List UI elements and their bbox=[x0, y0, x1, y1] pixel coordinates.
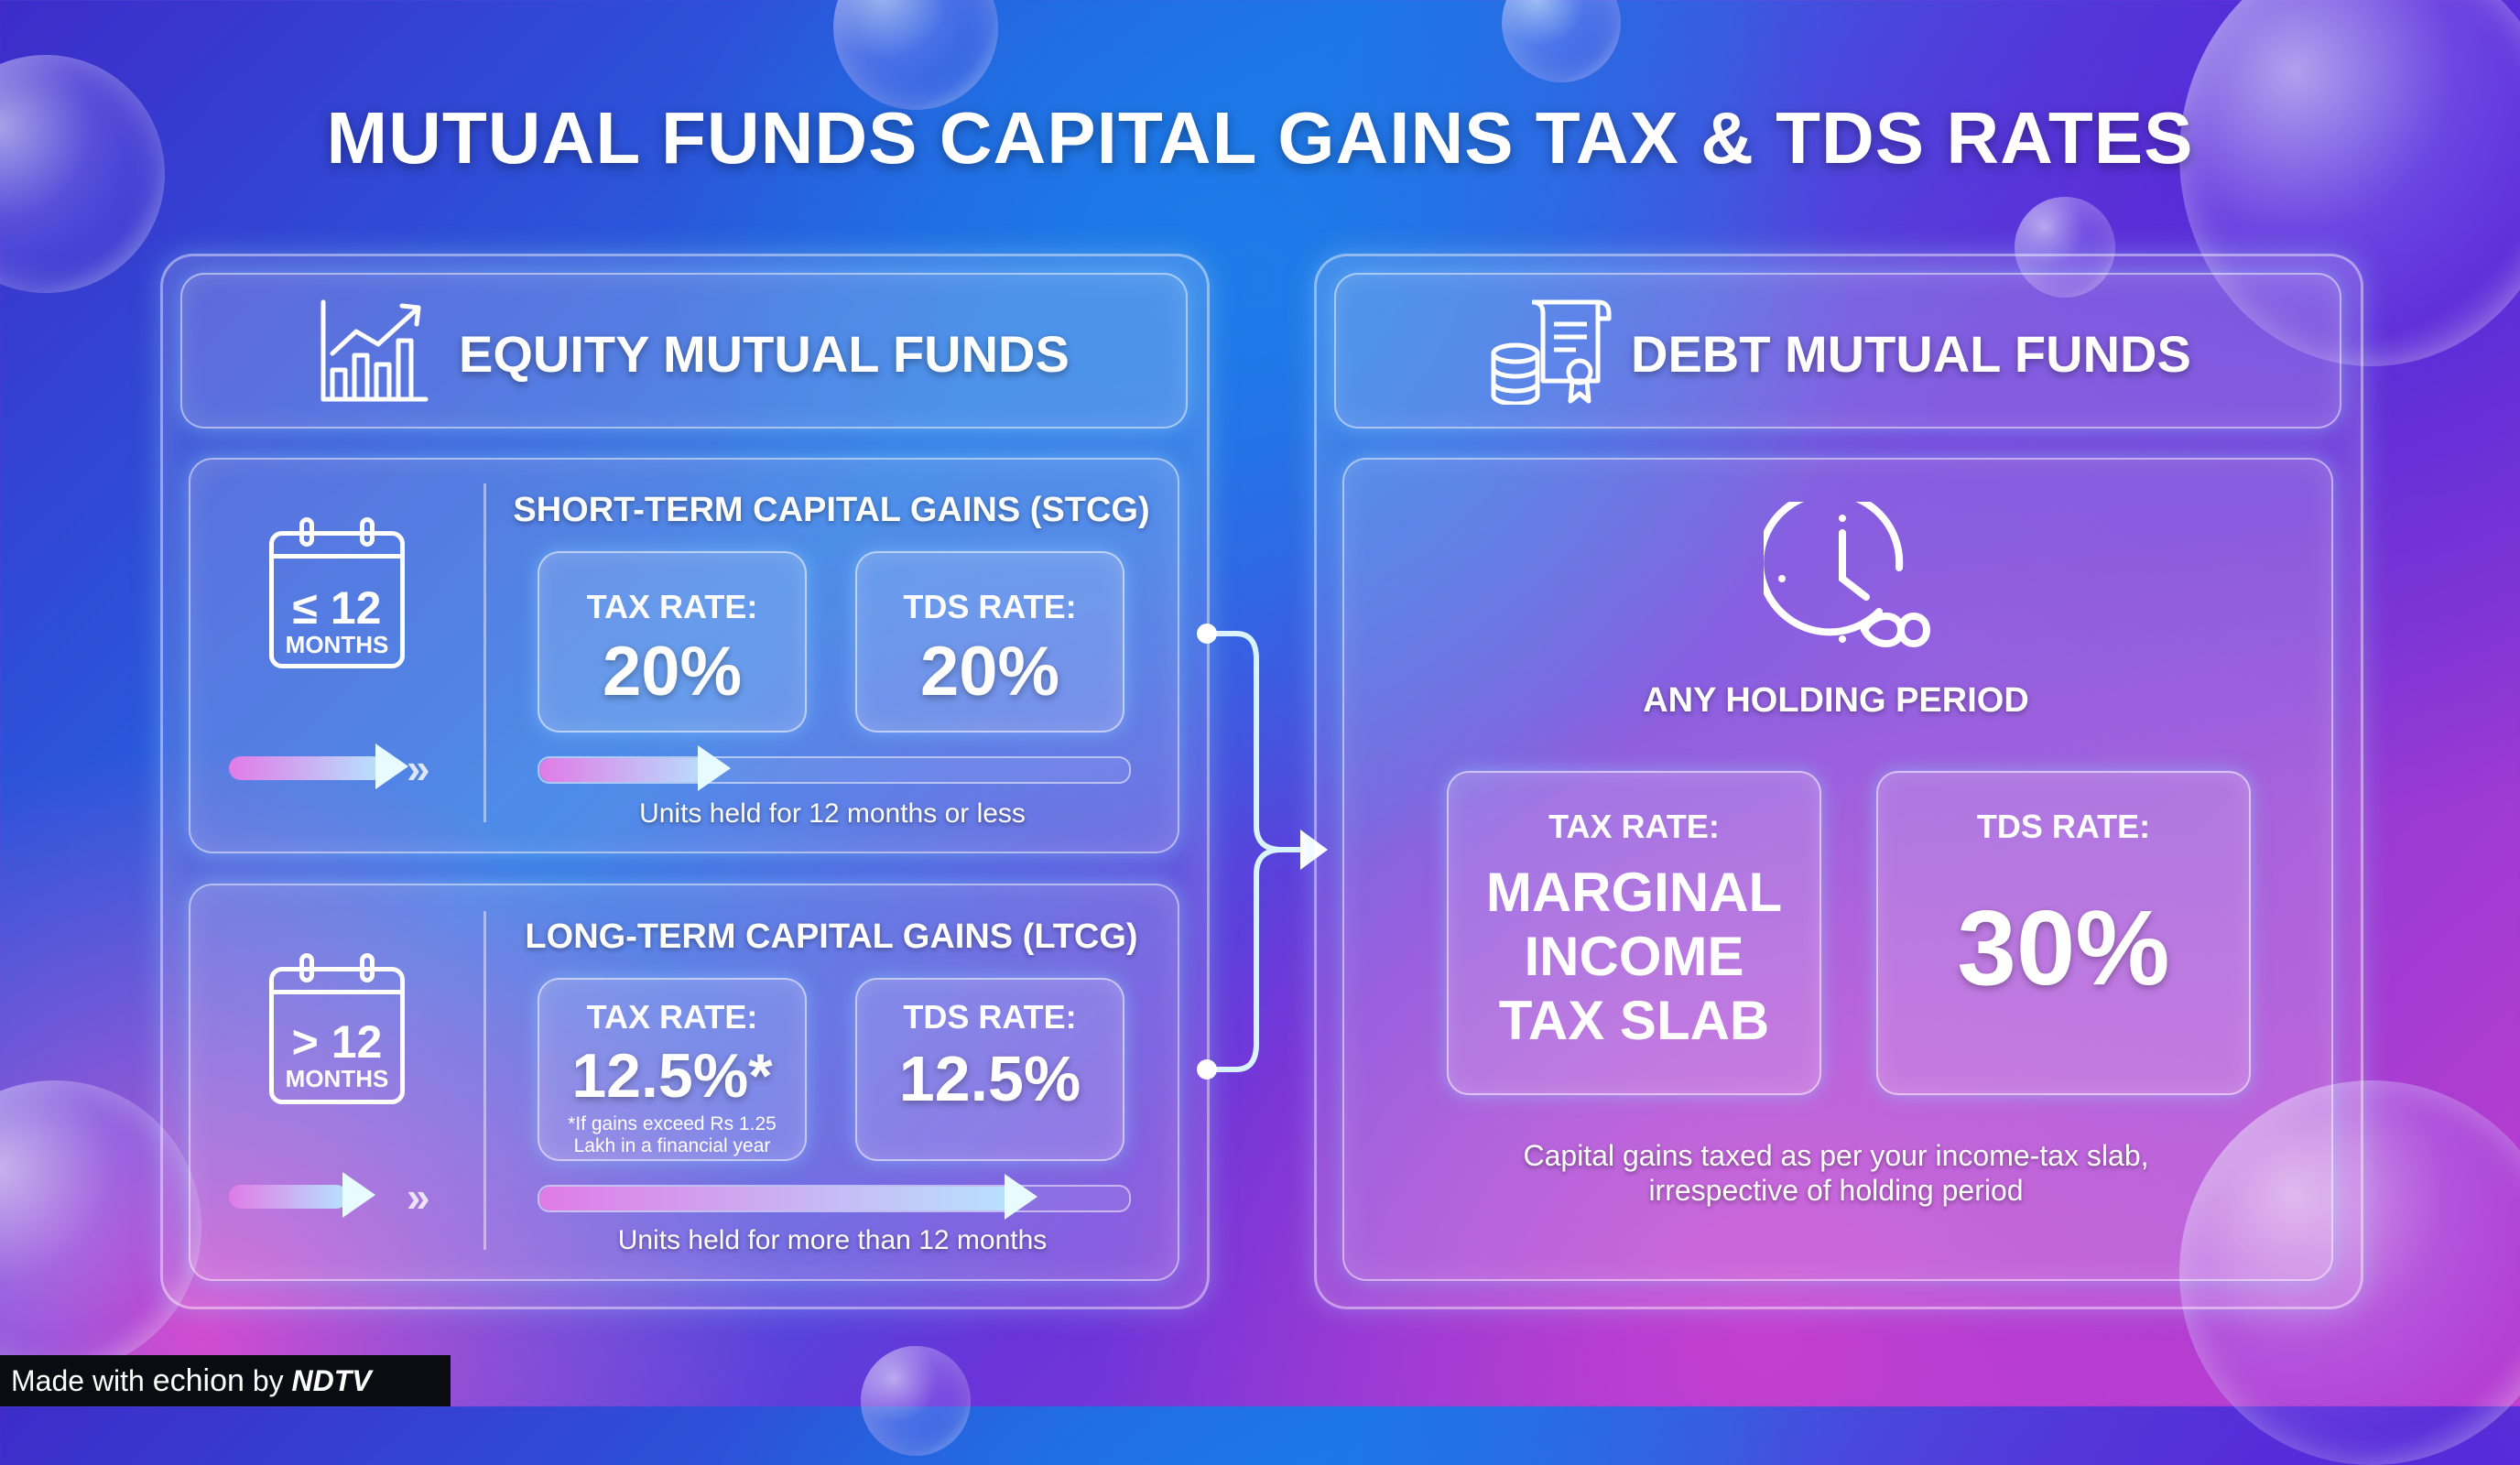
bubble-decoration bbox=[833, 0, 998, 110]
stcg-progress-fill bbox=[539, 758, 716, 782]
debt-card bbox=[1342, 458, 2333, 1281]
stcg-period-value: ≤ 12 bbox=[292, 582, 382, 634]
coins-document-icon bbox=[1491, 299, 1612, 405]
ltcg-progress-arrowhead bbox=[1005, 1174, 1037, 1220]
stcg-holding-progress bbox=[538, 745, 1131, 791]
ltcg-tds-label: TDS RATE: bbox=[903, 998, 1077, 1036]
ltcg-tax-footnote: Lakh in a financial year bbox=[573, 1135, 771, 1156]
debt-tds-label: TDS RATE: bbox=[1976, 808, 2151, 845]
stcg-tds-rate-box: TDS RATE: 20% bbox=[855, 551, 1124, 732]
stcg-tax-label: TAX RATE: bbox=[586, 588, 758, 625]
ltcg-tax-footnote: *If gains exceed Rs 1.25 bbox=[568, 1113, 777, 1134]
connector-arrow bbox=[1197, 624, 1328, 1080]
ltcg-tax-value: 12.5%* bbox=[571, 1041, 773, 1111]
ltcg-holding-progress bbox=[538, 1174, 1131, 1220]
bubble-decoration bbox=[2179, 0, 2520, 366]
ltcg-period-arrow bbox=[229, 1172, 403, 1218]
ltcg-period-unit: MONTHS bbox=[285, 1065, 389, 1092]
calendar-icon: ≤ 12 MONTHS bbox=[269, 517, 405, 668]
stcg-card bbox=[189, 458, 1179, 853]
bubble-decoration bbox=[2015, 197, 2115, 298]
debt-tax-rate-box: TAX RATE: MARGINAL INCOME TAX SLAB bbox=[1447, 771, 1821, 1095]
stcg-period-arrow bbox=[229, 743, 408, 789]
debt-tds-rate-box: TDS RATE: 30% bbox=[1876, 771, 2251, 1095]
stcg-note: Units held for 12 months or less bbox=[639, 798, 1026, 829]
equity-header-title: EQUITY MUTUAL FUNDS bbox=[459, 325, 1070, 383]
stcg-divider bbox=[483, 483, 486, 822]
clock-infinity-icon bbox=[1764, 502, 1931, 647]
stcg-title: SHORT-TERM CAPITAL GAINS (STCG) bbox=[513, 491, 1150, 529]
stcg-period-unit: MONTHS bbox=[285, 631, 389, 658]
made-with-label: Made with bbox=[11, 1364, 145, 1397]
stcg-tax-value: 20% bbox=[602, 633, 743, 711]
debt-note: irrespective of holding period bbox=[1648, 1174, 2024, 1207]
stcg-progress-arrowhead bbox=[698, 745, 731, 791]
debt-note: Capital gains taxed as per your income-t… bbox=[1523, 1139, 2149, 1172]
ltcg-progress-fill bbox=[539, 1187, 1023, 1210]
made-with-badge: Made with echion by NDTV bbox=[0, 1355, 451, 1406]
double-chevron-icon: » bbox=[407, 1173, 430, 1221]
ltcg-tds-value: 12.5% bbox=[898, 1043, 1081, 1114]
debt-header: DEBT MUTUAL FUNDS bbox=[1334, 273, 2341, 429]
bar-chart-trend-icon bbox=[320, 299, 429, 402]
ltcg-period-value: > 12 bbox=[291, 1016, 383, 1068]
debt-tax-label: TAX RATE: bbox=[1548, 808, 1720, 845]
debt-panel bbox=[1314, 254, 2363, 1309]
stcg-tds-value: 20% bbox=[919, 633, 1060, 711]
ltcg-title: LONG-TERM CAPITAL GAINS (LTCG) bbox=[525, 917, 1138, 956]
ltcg-tax-label: TAX RATE: bbox=[586, 998, 758, 1036]
debt-holding-period: ANY HOLDING PERIOD bbox=[1643, 681, 2029, 720]
bubble-decoration bbox=[1502, 0, 1621, 82]
debt-tax-value: INCOME bbox=[1524, 926, 1744, 987]
echion-logo: echion bbox=[152, 1363, 244, 1398]
stcg-tds-label: TDS RATE: bbox=[903, 588, 1077, 625]
calendar-icon: > 12 MONTHS bbox=[269, 953, 405, 1104]
debt-header-title: DEBT MUTUAL FUNDS bbox=[1631, 325, 2191, 383]
debt-tax-value: MARGINAL bbox=[1485, 862, 1783, 923]
debt-tax-value: TAX SLAB bbox=[1498, 990, 1770, 1051]
by-label: by bbox=[252, 1364, 284, 1397]
bubble-decoration bbox=[861, 1346, 971, 1456]
ltcg-note: Units held for more than 12 months bbox=[617, 1225, 1048, 1255]
ltcg-tds-rate-box: TDS RATE: 12.5% bbox=[855, 978, 1124, 1161]
debt-tds-value: 30% bbox=[1957, 888, 2170, 1007]
bubble-decoration bbox=[2179, 1080, 2520, 1465]
equity-header: EQUITY MUTUAL FUNDS bbox=[180, 273, 1188, 429]
ndtv-logo: NDTV bbox=[291, 1364, 372, 1397]
ltcg-divider bbox=[483, 911, 486, 1250]
ltcg-tax-rate-box: TAX RATE: 12.5%* *If gains exceed Rs 1.2… bbox=[538, 978, 807, 1161]
double-chevron-icon: » bbox=[407, 744, 430, 792]
page-title: MUTUAL FUNDS CAPITAL GAINS TAX & TDS RAT… bbox=[326, 97, 2194, 179]
stcg-tax-rate-box: TAX RATE: 20% bbox=[538, 551, 807, 732]
